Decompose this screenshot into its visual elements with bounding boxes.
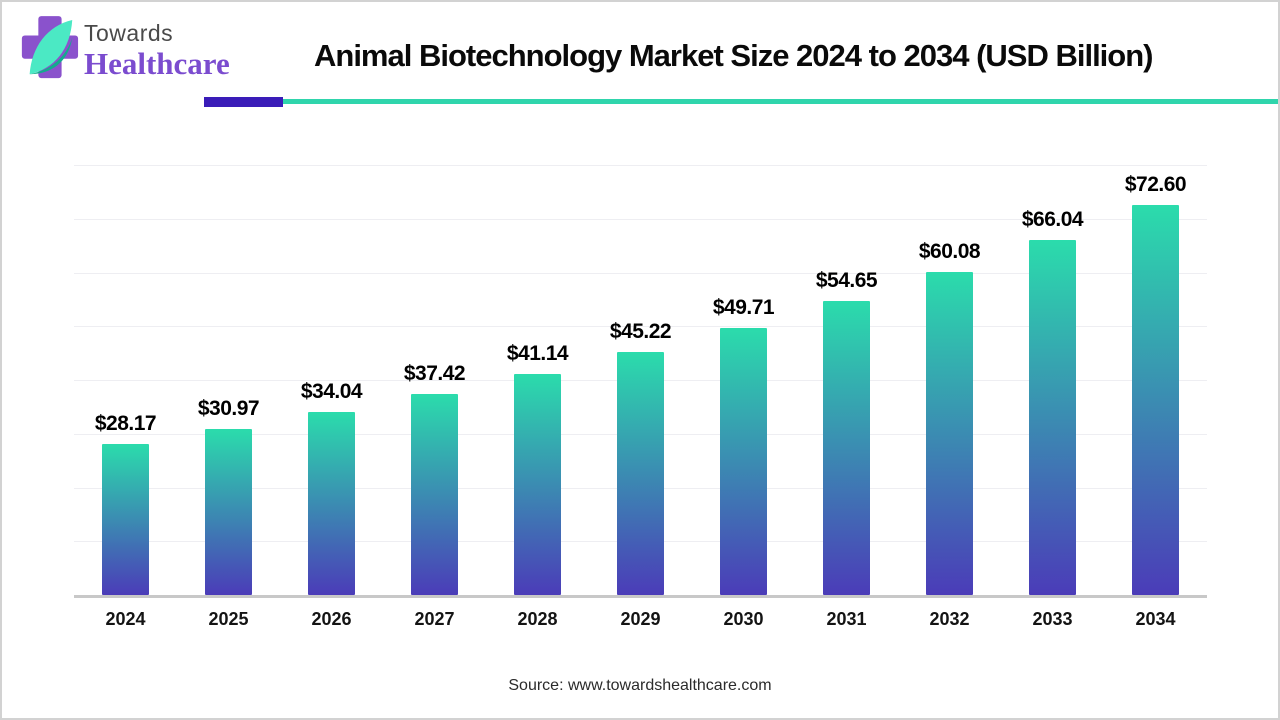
bar-row: $28.17 $30.97 $34.04 $37.42 $41.14 $45.2… [74,165,1207,595]
x-tick-label: 2025 [208,609,249,629]
bar [308,412,355,595]
divider-teal-line [283,99,1278,104]
bar-value-label: $34.04 [300,380,363,404]
x-tick-label: 2032 [929,609,970,629]
bar-group: $30.97 [177,165,280,595]
x-tick-label: 2030 [723,609,764,629]
x-tick-label: 2031 [826,609,867,629]
bar-chart: $28.17 $30.97 $34.04 $37.42 $41.14 $45.2… [74,165,1207,630]
towards-healthcare-logo-icon [21,16,79,79]
bar-value-label: $66.04 [1021,208,1084,232]
x-tick-label: 2027 [414,609,455,629]
bar [720,327,767,595]
gridline [74,326,1207,328]
bar-group: $37.42 [383,165,486,595]
bar-group: $49.71 [692,165,795,595]
x-axis-line [74,595,1207,598]
logo-word-towards: Towards [84,20,174,46]
bar [823,301,870,595]
bar [411,393,458,595]
gridline [74,218,1207,220]
bar-value-label: $28.17 [94,411,157,435]
bar [205,428,252,595]
bar [514,373,561,595]
x-tick-label: 2034 [1135,609,1176,629]
page-title: Animal Biotechnology Market Size 2024 to… [314,38,1153,73]
bar [926,272,973,595]
bar-value-label: $49.71 [712,295,775,319]
bar [102,443,149,595]
bar-value-label: $45.22 [609,319,672,343]
source-attribution: Source: www.towardshealthcare.com [508,677,772,694]
bar-group: $54.65 [795,165,898,595]
bar-value-label: $60.08 [918,240,981,264]
bar-value-label: $41.14 [506,341,569,365]
bar-group: $34.04 [280,165,383,595]
bar-group: $28.17 [74,165,177,595]
bar-value-label: $54.65 [815,269,878,293]
logo-wordmark: Towards Healthcare [84,20,230,81]
bar-group: $66.04 [1001,165,1104,595]
bar-value-label: $72.60 [1124,172,1187,196]
bar-group: $72.60 [1104,165,1207,595]
logo-leaf-shape [29,19,73,75]
logo-leaf-swoosh [29,37,73,75]
x-tick-label: 2028 [517,609,558,629]
bar-group: $41.14 [486,165,589,595]
x-tick-row: 2024 2025 2026 2027 2028 2029 2030 2031 … [74,609,1207,630]
x-tick-label: 2026 [311,609,352,629]
bar [617,351,664,595]
plot-area: $28.17 $30.97 $34.04 $37.42 $41.14 $45.2… [74,165,1207,598]
x-tick-label: 2029 [620,609,661,629]
divider-purple-segment [204,97,283,107]
gridline [74,165,1207,166]
bar-group: $45.22 [589,165,692,595]
logo-word-healthcare: Healthcare [84,46,230,81]
bar-value-label: $30.97 [197,396,260,420]
x-tick-label: 2024 [105,609,146,629]
bar [1029,240,1076,595]
x-tick-label: 2033 [1032,609,1073,629]
bar-value-label: $37.42 [403,361,466,385]
gridline [74,272,1207,274]
bar [1132,204,1179,595]
bar-group: $60.08 [898,165,1001,595]
